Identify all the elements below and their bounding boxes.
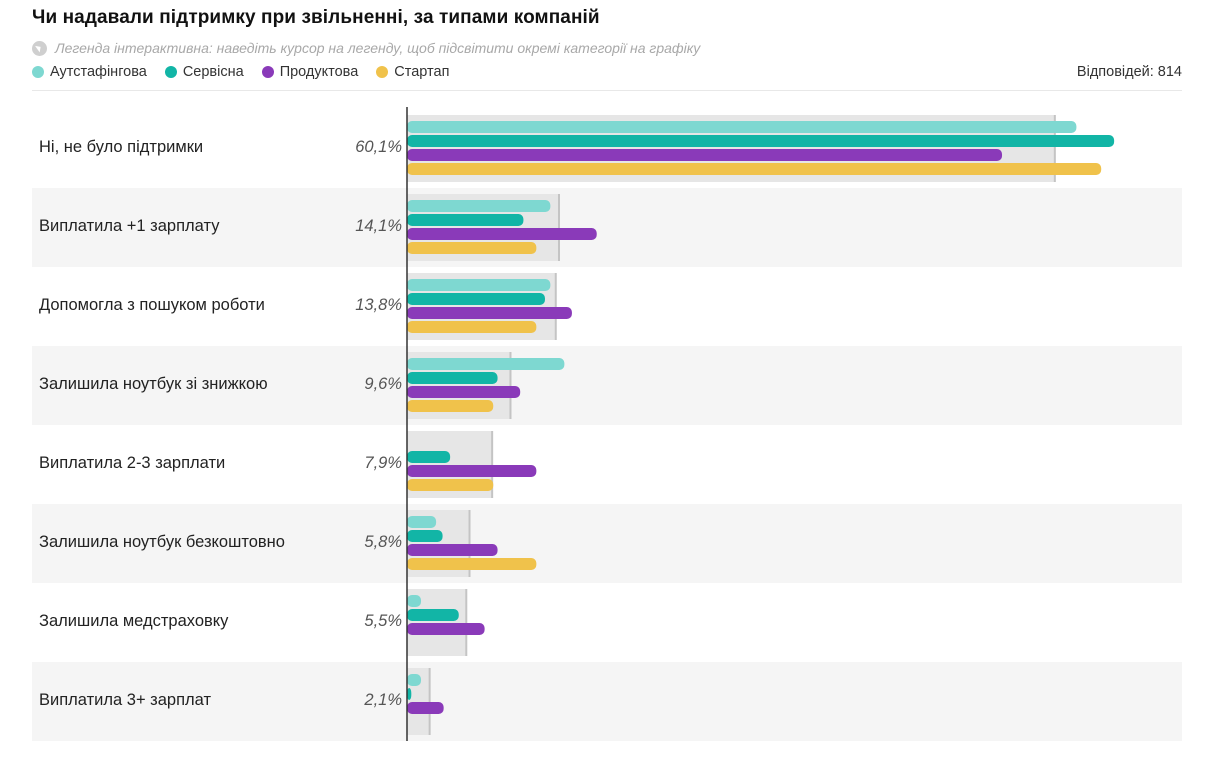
bar-startup[interactable] xyxy=(407,163,1102,175)
category-label: Залишила медстраховку xyxy=(39,612,229,630)
bar-product[interactable] xyxy=(407,623,485,635)
legend-item-startup[interactable]: Стартап xyxy=(376,64,449,80)
category-label: Ні, не було підтримки xyxy=(39,138,204,156)
total-marker xyxy=(557,194,560,261)
bar-startup[interactable] xyxy=(407,242,537,254)
bar-outstaff[interactable] xyxy=(407,121,1077,133)
bar-service[interactable] xyxy=(407,688,412,700)
category-total-label: 13,8% xyxy=(355,296,402,314)
category-total-label: 5,5% xyxy=(364,612,402,630)
chart-title: Чи надавали підтримку при звільненні, за… xyxy=(32,7,600,28)
category-label: Залишила ноутбук безкоштовно xyxy=(39,533,285,551)
legend-hint: Легенда інтерактивна: наведіть курсор на… xyxy=(32,40,700,56)
bar-product[interactable] xyxy=(407,386,521,398)
legend-swatch-service xyxy=(164,66,177,78)
category-row xyxy=(32,504,1182,583)
legend-swatch-outstaff xyxy=(32,66,44,78)
bar-product[interactable] xyxy=(407,149,1003,161)
bar-product[interactable] xyxy=(407,702,444,714)
category-total-label: 5,8% xyxy=(364,533,402,551)
bar-service[interactable] xyxy=(407,451,451,463)
bar-startup[interactable] xyxy=(407,479,494,491)
bar-service[interactable] xyxy=(407,293,545,305)
bar-outstaff[interactable] xyxy=(407,279,551,291)
legend-item-service[interactable]: Сервісна xyxy=(164,64,244,80)
bar-outstaff[interactable] xyxy=(407,358,565,370)
legend-item-outstaff[interactable]: Аутстафінгова xyxy=(32,64,147,80)
bar-startup[interactable] xyxy=(407,400,494,412)
total-marker xyxy=(491,431,494,498)
bar-service[interactable] xyxy=(407,530,443,542)
legend-hint-text: Легенда інтерактивна: наведіть курсор на… xyxy=(55,40,701,56)
category-label: Виплатила +1 зарплату xyxy=(39,217,220,235)
bar-service[interactable] xyxy=(407,135,1115,147)
responses-count: Відповідей: 814 xyxy=(1076,64,1182,80)
total-marker xyxy=(554,273,557,340)
category-total-label: 9,6% xyxy=(364,375,402,393)
total-marker xyxy=(468,510,471,577)
bar-product[interactable] xyxy=(407,544,498,556)
category-label: Виплатила 3+ зарплат xyxy=(39,691,212,709)
category-total-label: 60,1% xyxy=(355,138,402,156)
total-marker xyxy=(509,352,512,419)
bar-outstaff[interactable] xyxy=(407,674,422,686)
legend-item-product[interactable]: Продуктова xyxy=(261,64,359,80)
bar-service[interactable] xyxy=(407,214,524,226)
category-row xyxy=(32,346,1182,425)
bar-outstaff[interactable] xyxy=(407,516,437,528)
legend-label-outstaff: Аутстафінгова xyxy=(50,64,147,80)
category-total-label: 2,1% xyxy=(364,691,402,709)
category-label: Залишила ноутбук зі знижкою xyxy=(39,375,268,393)
total-marker xyxy=(1053,115,1056,182)
bar-service[interactable] xyxy=(407,372,498,384)
bar-outstaff[interactable] xyxy=(407,200,551,212)
legend-swatch-startup xyxy=(376,66,389,78)
category-row xyxy=(32,267,1182,346)
cursor-icon xyxy=(32,40,47,56)
legend: Аутстафінгова Сервісна Продуктова Старта… xyxy=(32,64,467,80)
bar-service[interactable] xyxy=(407,609,459,621)
header-divider xyxy=(32,90,1182,91)
bar-startup[interactable] xyxy=(407,558,537,570)
legend-label-startup: Стартап xyxy=(394,64,450,80)
legend-label-service: Сервісна xyxy=(182,64,244,80)
bar-product[interactable] xyxy=(407,307,572,319)
bar-product[interactable] xyxy=(407,228,597,240)
bar-startup[interactable] xyxy=(407,321,537,333)
category-row xyxy=(32,425,1182,504)
total-marker xyxy=(465,589,468,656)
legend-swatch-product xyxy=(261,66,274,78)
category-label: Виплатила 2-3 зарплати xyxy=(39,454,226,472)
category-row xyxy=(32,583,1182,662)
bar-outstaff[interactable] xyxy=(407,595,422,607)
total-marker xyxy=(428,668,431,735)
category-row xyxy=(32,188,1182,267)
category-total-label: 7,9% xyxy=(364,454,402,472)
category-label: Допомогла з пошуком роботи xyxy=(39,296,265,314)
bar-product[interactable] xyxy=(407,465,537,477)
category-row xyxy=(32,662,1182,741)
legend-label-product: Продуктова xyxy=(279,64,359,80)
category-total-label: 14,1% xyxy=(355,217,402,235)
